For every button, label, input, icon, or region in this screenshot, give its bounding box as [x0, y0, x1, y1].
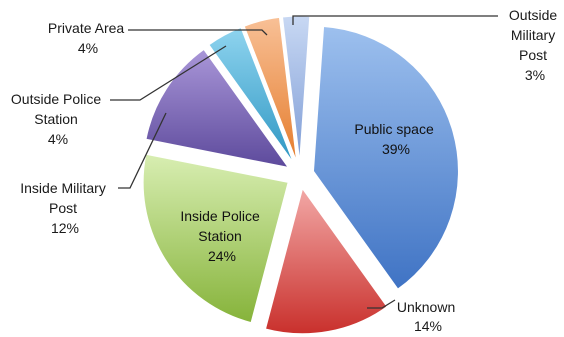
- slice-public-space: [312, 26, 459, 290]
- slice-inside-police-station: [142, 153, 289, 324]
- label-public-space-name: Public space: [354, 121, 434, 137]
- leader-private-area: [128, 29, 268, 36]
- label-inside-military-line2: Post: [49, 200, 77, 216]
- label-outside-military-line3: Post: [519, 47, 547, 63]
- label-unknown-name: Unknown: [397, 299, 455, 315]
- label-private-area: Private Area 4%: [48, 20, 128, 56]
- label-private-area-pct: 4%: [78, 40, 98, 56]
- label-unknown-pct: 14%: [414, 318, 442, 334]
- slice-unknown: [264, 187, 388, 335]
- label-inside-police-line1: Inside Police: [180, 208, 260, 224]
- label-outside-police-line1: Outside Police: [11, 91, 101, 107]
- label-outside-military-post: Outside Military Post 3%: [509, 7, 561, 83]
- label-inside-military-post: Inside Military Post 12%: [20, 180, 109, 236]
- leader-unknown: [367, 299, 396, 309]
- label-outside-police-station: Outside Police Station 4%: [11, 91, 105, 147]
- slice-private-area: [243, 16, 298, 162]
- leader-outside-military: [292, 15, 498, 25]
- label-inside-police-station: Inside Police Station 24%: [180, 208, 263, 264]
- label-public-space: Public space 39%: [354, 121, 437, 157]
- label-outside-military-pct: 3%: [525, 67, 545, 83]
- label-private-area-name: Private Area: [48, 20, 124, 36]
- slice-inside-military-post: [145, 48, 290, 169]
- label-public-space-pct: 39%: [382, 141, 410, 157]
- label-inside-military-pct: 12%: [51, 220, 79, 236]
- label-inside-military-line1: Inside Military: [20, 180, 106, 196]
- label-inside-police-line2: Station: [198, 228, 242, 244]
- label-outside-military-line1: Outside: [509, 7, 557, 23]
- label-unknown: Unknown 14%: [397, 299, 459, 334]
- leader-inside-military: [118, 112, 167, 189]
- label-inside-police-pct: 24%: [208, 248, 236, 264]
- label-outside-police-pct: 4%: [48, 131, 68, 147]
- label-outside-police-line2: Station: [34, 111, 78, 127]
- label-outside-military-line2: Military: [511, 27, 555, 43]
- slice-outside-police-station: [208, 26, 294, 163]
- leader-outside-police: [110, 45, 227, 101]
